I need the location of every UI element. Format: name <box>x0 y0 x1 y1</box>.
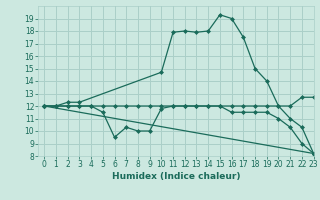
X-axis label: Humidex (Indice chaleur): Humidex (Indice chaleur) <box>112 172 240 181</box>
